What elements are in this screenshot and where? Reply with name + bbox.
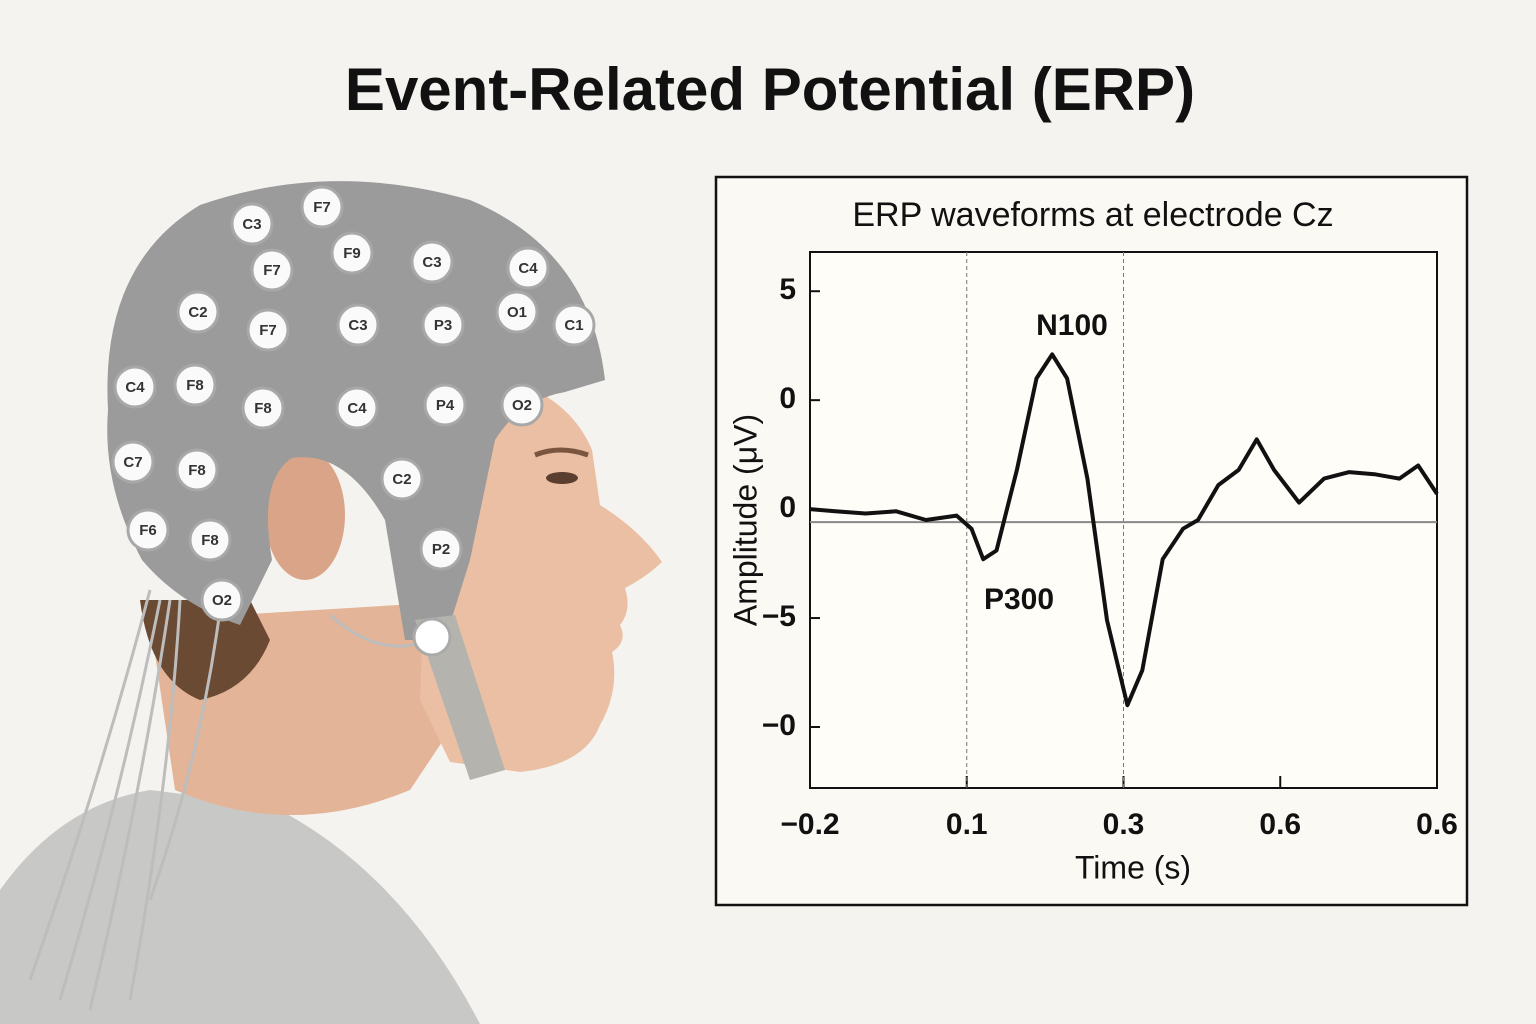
electrode	[126, 508, 170, 552]
electrodes: C3 F7 F9 C3 F7 C2 F7 C3 P3 O1 F8 F8 C4 P4 O2 C7 F8 C2 F6 F8…	[111, 185, 596, 622]
electrode	[111, 440, 155, 484]
electrode-label: C2	[188, 304, 207, 321]
electrode-label: O2	[212, 592, 232, 609]
electrode-label: C3	[242, 216, 261, 233]
electrode	[250, 248, 294, 292]
x-tick-label: 0.3	[1103, 808, 1145, 841]
shirt	[0, 790, 480, 1024]
electrode-label: F7	[313, 199, 331, 216]
photo: C3 F7 F9 C3 F7 C2 F7 C3 P3 O1 F8 F8 C4 P4 O2 C7 F8 C2 F6 F8…	[0, 181, 662, 1024]
electrode	[410, 240, 454, 284]
electrode-label: C1	[564, 317, 583, 334]
electrode	[200, 578, 244, 622]
x-axis-label: Time (s)	[1075, 849, 1191, 885]
electrode-label: F8	[188, 462, 206, 479]
y-tick-label: 5	[779, 273, 796, 306]
electrode-label: F8	[186, 377, 204, 394]
electrode-label: F8	[254, 400, 272, 417]
electrode-label: C4	[125, 379, 145, 396]
electrode	[500, 383, 544, 427]
y-tick-label: 0	[779, 491, 796, 524]
chart: 5 0 0 −5 −0 −0.2 0.1 0.3 0.6 0.6	[762, 252, 1458, 841]
waveform	[809, 352, 1439, 708]
electrode	[176, 290, 220, 334]
y-axis-label: Amplitude (μV)	[727, 414, 763, 626]
electrode	[230, 202, 274, 246]
electrode-label: O1	[507, 304, 527, 321]
electrode-label: C2	[392, 471, 411, 488]
electrode	[421, 303, 465, 347]
electrode-label: P2	[432, 541, 450, 558]
electrode-label: C7	[123, 454, 142, 471]
electrode-label: P3	[434, 317, 452, 334]
electrode	[300, 185, 344, 229]
x-tick-label: −0.2	[780, 808, 839, 841]
electrode	[419, 527, 463, 571]
electrode-label: C3	[422, 254, 441, 271]
eyebrow	[534, 447, 589, 458]
hair	[140, 600, 270, 700]
y-tick-label: −0	[762, 709, 796, 742]
cables	[28, 589, 431, 1011]
electrode-label: F7	[259, 322, 277, 339]
electrode-label: F9	[343, 245, 361, 262]
electrode-label: F8	[201, 532, 219, 549]
electrode	[423, 383, 467, 427]
electrode-label: F6	[139, 522, 157, 539]
page-title: Event-Related Potential (ERP)	[345, 56, 1195, 123]
electrode	[246, 308, 290, 352]
eye	[546, 472, 578, 484]
electrode	[330, 231, 374, 275]
y-tick-label: −5	[762, 600, 796, 633]
x-tick-label: 0.6	[1416, 808, 1458, 841]
electrode	[552, 303, 596, 347]
electrode	[241, 386, 285, 430]
x-tick-label: 0.1	[946, 808, 988, 841]
electrode-label: C3	[348, 317, 367, 334]
electrode	[495, 290, 539, 334]
electrode	[336, 303, 380, 347]
y-tick-label: 0	[779, 382, 796, 415]
annotation: N100	[1036, 309, 1108, 342]
electrode	[506, 246, 550, 290]
electrode	[113, 365, 157, 409]
electrode	[173, 363, 217, 407]
annotation: P300	[984, 583, 1054, 616]
chart-title: ERP waveforms at electrode Cz	[852, 196, 1333, 234]
electrode	[175, 448, 219, 492]
electrode-label: F7	[263, 262, 281, 279]
ear	[265, 450, 345, 580]
electrode-label: P4	[436, 397, 455, 414]
electrode	[335, 386, 379, 430]
x-tick-label: 0.6	[1259, 808, 1301, 841]
ground-electrode	[412, 617, 452, 657]
electrode-label: C4	[518, 260, 538, 277]
electrode	[380, 457, 424, 501]
electrode	[188, 518, 232, 562]
chin-strap	[415, 615, 505, 780]
electrode-label: O2	[512, 397, 532, 414]
electrode-label: C4	[347, 400, 367, 417]
